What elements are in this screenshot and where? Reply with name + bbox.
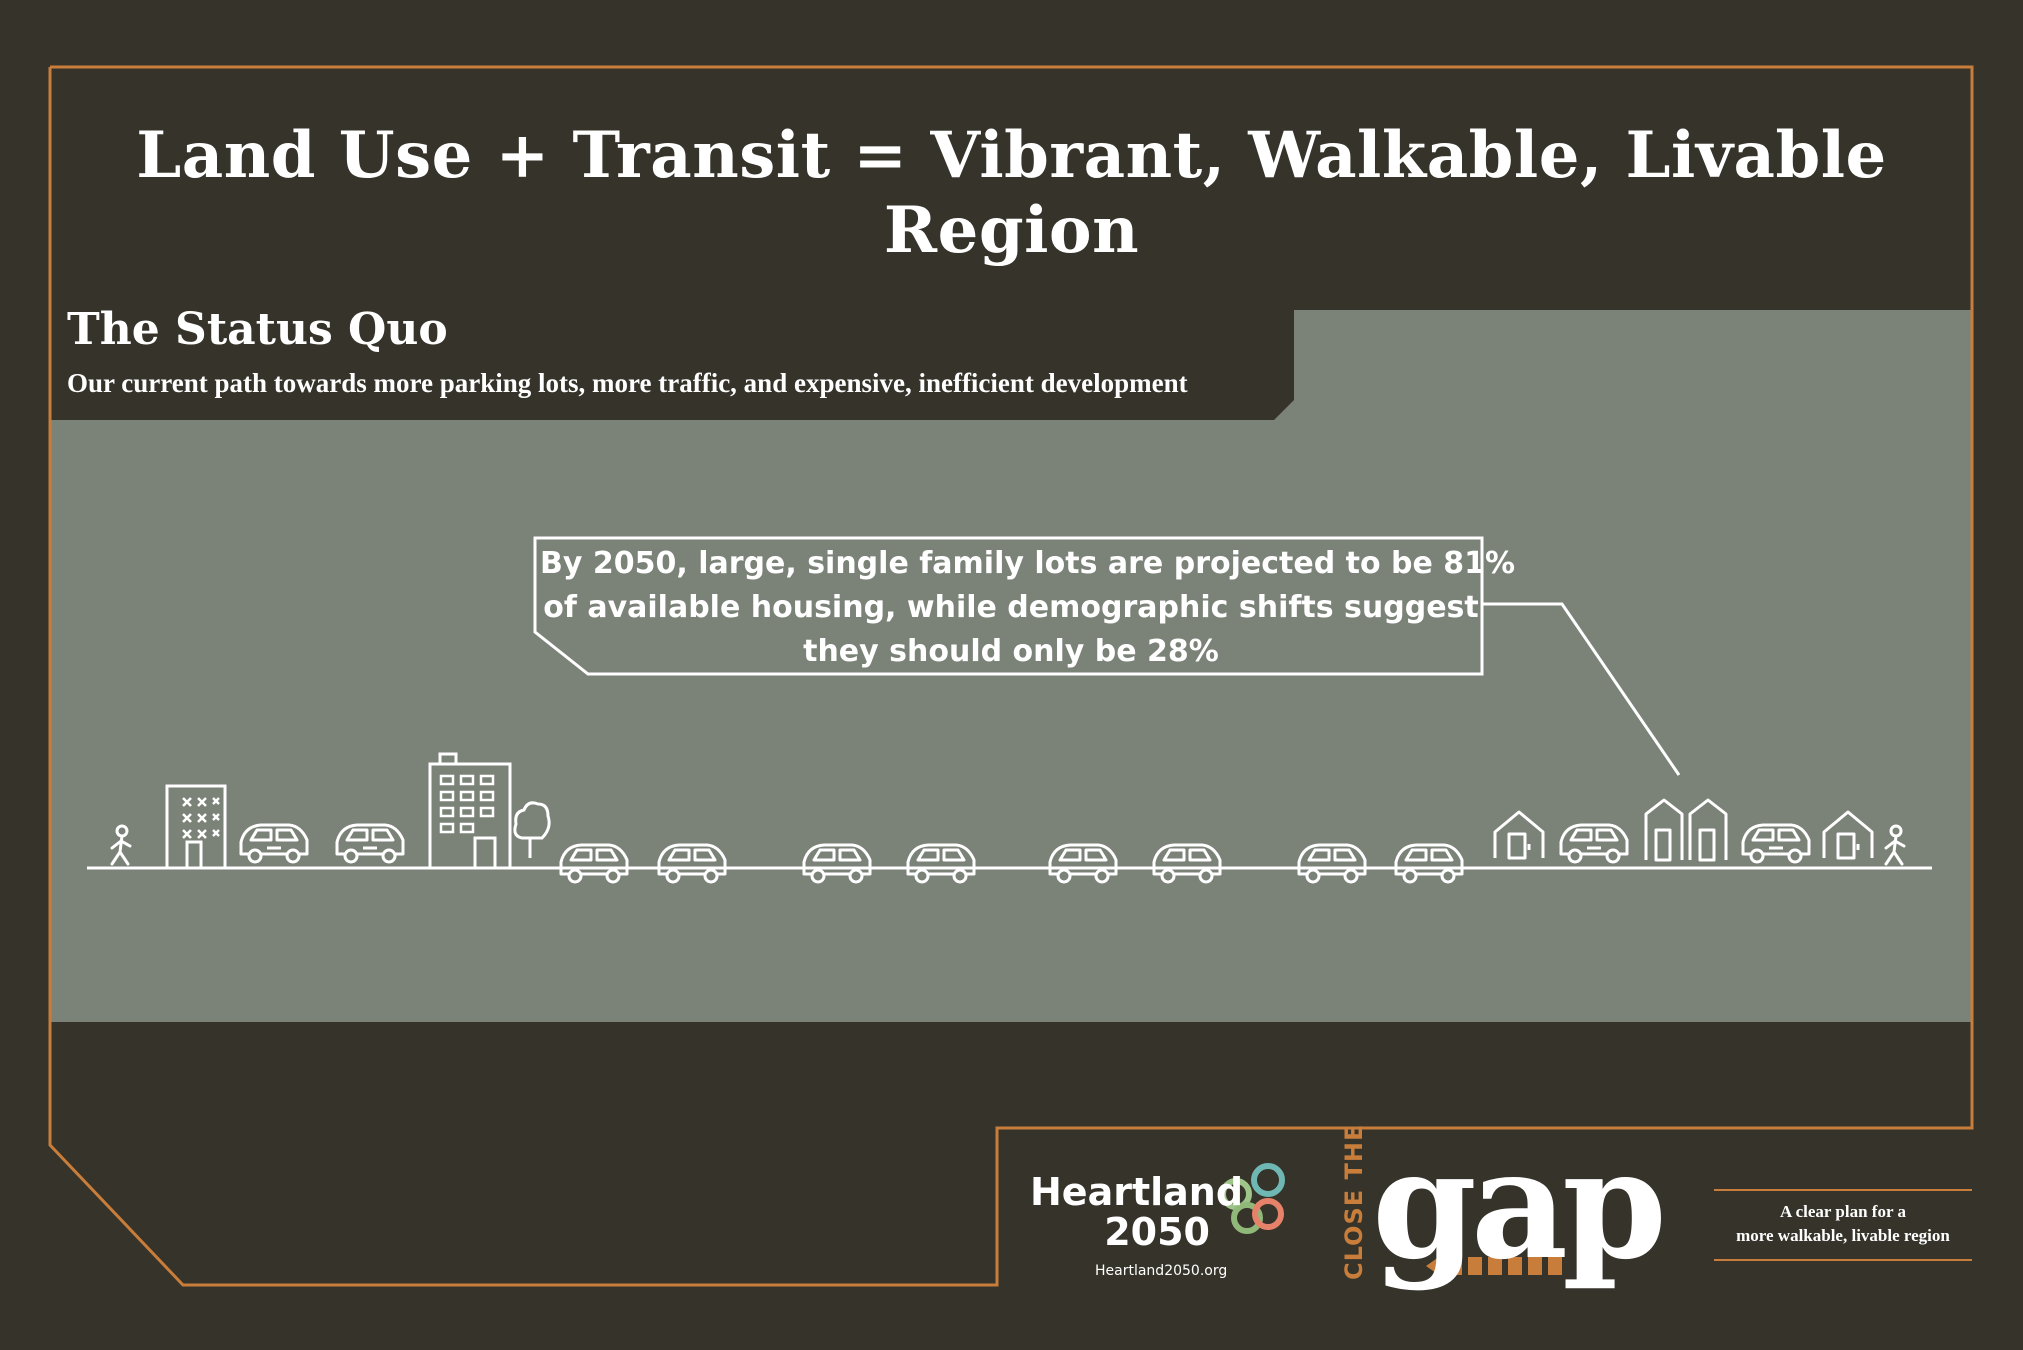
orange-frame: [48, 65, 1974, 1287]
callout-line: By 2050, large, single family lots are p…: [540, 546, 1516, 581]
apartment-building-icon: [428, 752, 512, 870]
heartland-logo-line1: Heartland: [1030, 1170, 1244, 1214]
heartland-url: Heartland2050.org: [1095, 1263, 1228, 1279]
tagline: A clear plan for a more walkable, livabl…: [1714, 1200, 1972, 1248]
gap-arrow-icon: [1426, 1252, 1562, 1280]
gap-logo-word: gap: [1372, 1117, 1667, 1293]
callout-line: they should only be 28%: [803, 634, 1219, 669]
callout-leader-line: [1482, 602, 1681, 776]
heartland-logo-line2: 2050: [1104, 1210, 1210, 1254]
tagline-line2: more walkable, livable region: [1736, 1226, 1950, 1245]
section-subtitle: Our current path towards more parking lo…: [67, 368, 1188, 398]
tree-icon: [513, 801, 551, 858]
callout-line: of available housing, while demographic …: [543, 590, 1479, 625]
townhouse-icon: [1644, 798, 1728, 862]
callout-box: [533, 536, 1484, 676]
callout-text: By 2050, large, single family lots are p…: [540, 542, 1516, 674]
office-building-icon: [165, 784, 227, 870]
heartland-logo-text: Heartland 2050: [1030, 1170, 1244, 1254]
section-title: The Status Quo: [67, 304, 448, 355]
tagline-line1: A clear plan for a: [1780, 1202, 1906, 1221]
close-the-label: CLOSE THE: [1340, 1123, 1368, 1280]
poster-title: Land Use + Transit = Vibrant, Walkable, …: [136, 118, 1887, 268]
heartland-logo-mark: [1220, 1163, 1285, 1234]
